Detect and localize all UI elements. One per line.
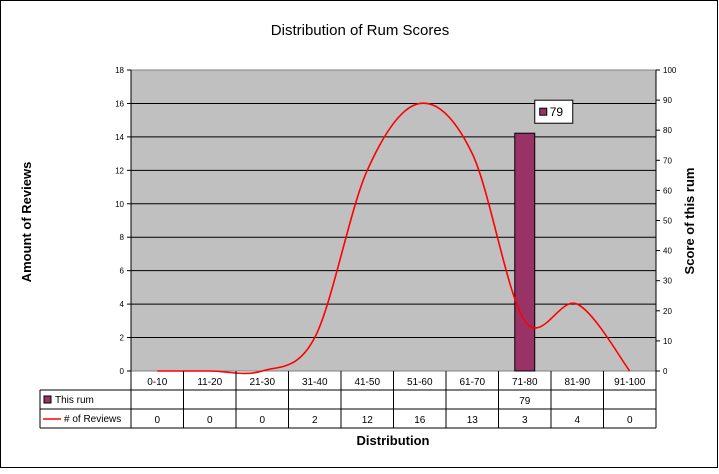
- y2-tick-label: 90: [663, 96, 672, 105]
- y2-tick-label: 100: [663, 66, 677, 75]
- x-tick-label: 11-20: [197, 377, 222, 388]
- x-tick-label: 41-50: [354, 377, 380, 388]
- y-tick-label: 14: [115, 133, 124, 142]
- x-tick-label: 61-70: [459, 377, 485, 388]
- y2-tick-label: 40: [663, 247, 672, 256]
- legend-key-this-rum: [43, 395, 52, 404]
- table-cell-reviews: 0: [154, 415, 160, 426]
- x-tick-label: 71-80: [512, 377, 538, 388]
- y-axis-title: Amount of Reviews: [19, 162, 34, 283]
- chart-title: Distribution of Rum Scores: [271, 22, 449, 39]
- y2-tick-label: 80: [663, 126, 672, 135]
- y2-tick-label: 20: [663, 307, 672, 316]
- y2-tick-label: 70: [663, 156, 672, 165]
- x-tick-label: 91-100: [614, 377, 646, 388]
- legend-label-this-rum: This rum: [55, 395, 94, 406]
- x-tick-label: 31-40: [302, 377, 328, 388]
- legend-label-reviews: # of Reviews: [64, 414, 121, 425]
- y-tick-label: 2: [120, 334, 125, 343]
- y-tick-label: 12: [115, 166, 124, 175]
- table-cell-reviews: 0: [207, 415, 213, 426]
- y2-axis-title: Score of this rum: [682, 168, 697, 275]
- bar-series-this-rum: [514, 132, 536, 372]
- x-tick-label: 51-60: [407, 377, 433, 388]
- table-cell-this-rum: 79: [519, 396, 531, 407]
- y-tick-label: 8: [120, 233, 125, 242]
- y-tick-label: 16: [115, 99, 124, 108]
- x-axis-title: Distribution: [357, 433, 430, 448]
- table-cell-reviews: 13: [467, 415, 479, 426]
- line-series-reviews: [157, 102, 631, 375]
- callout-box: [534, 99, 574, 124]
- table-cell-reviews: 3: [522, 415, 528, 426]
- y2-tick-label: 60: [663, 186, 672, 195]
- y-tick-label: 10: [115, 200, 124, 209]
- x-tick-label: 0-10: [147, 377, 167, 388]
- table-cell-reviews: 4: [574, 415, 580, 426]
- data-table: 0-10 0 11-20 0 21-30 0 31-40 2 41-50 12 51-60 16 61-…: [39, 371, 657, 429]
- y2-tick-label: 0: [663, 367, 668, 376]
- y-tick-label: 6: [120, 267, 125, 276]
- data-callout: 79: [534, 99, 574, 124]
- y-tick-label: 18: [115, 66, 124, 75]
- callout-key: [539, 107, 548, 116]
- table-cell-reviews: 0: [259, 415, 265, 426]
- y-tick-label: 0: [120, 367, 125, 376]
- y2-tick-label: 50: [663, 217, 672, 226]
- x-tick-label: 81-90: [564, 377, 590, 388]
- x-tick-label: 21-30: [249, 377, 275, 388]
- bar-this-rum: [514, 132, 536, 372]
- table-cell-reviews: 16: [414, 415, 426, 426]
- y2-tick-label: 30: [663, 277, 672, 286]
- y-tick-label: 4: [120, 300, 125, 309]
- table-cell-reviews: 0: [627, 415, 633, 426]
- secondary-axis-ticks: 0 10 20 30 40 50 60 70 80 90 100: [655, 66, 677, 376]
- table-cell-reviews: 12: [362, 415, 374, 426]
- table-cell-reviews: 2: [312, 415, 318, 426]
- line-reviews: [157, 102, 631, 375]
- plot-area: [130, 69, 657, 372]
- y2-tick-label: 10: [663, 337, 672, 346]
- callout-value: 79: [550, 105, 564, 119]
- primary-axis-ticks: 0 2 4 6 8 10 12 14 16 18: [115, 66, 132, 376]
